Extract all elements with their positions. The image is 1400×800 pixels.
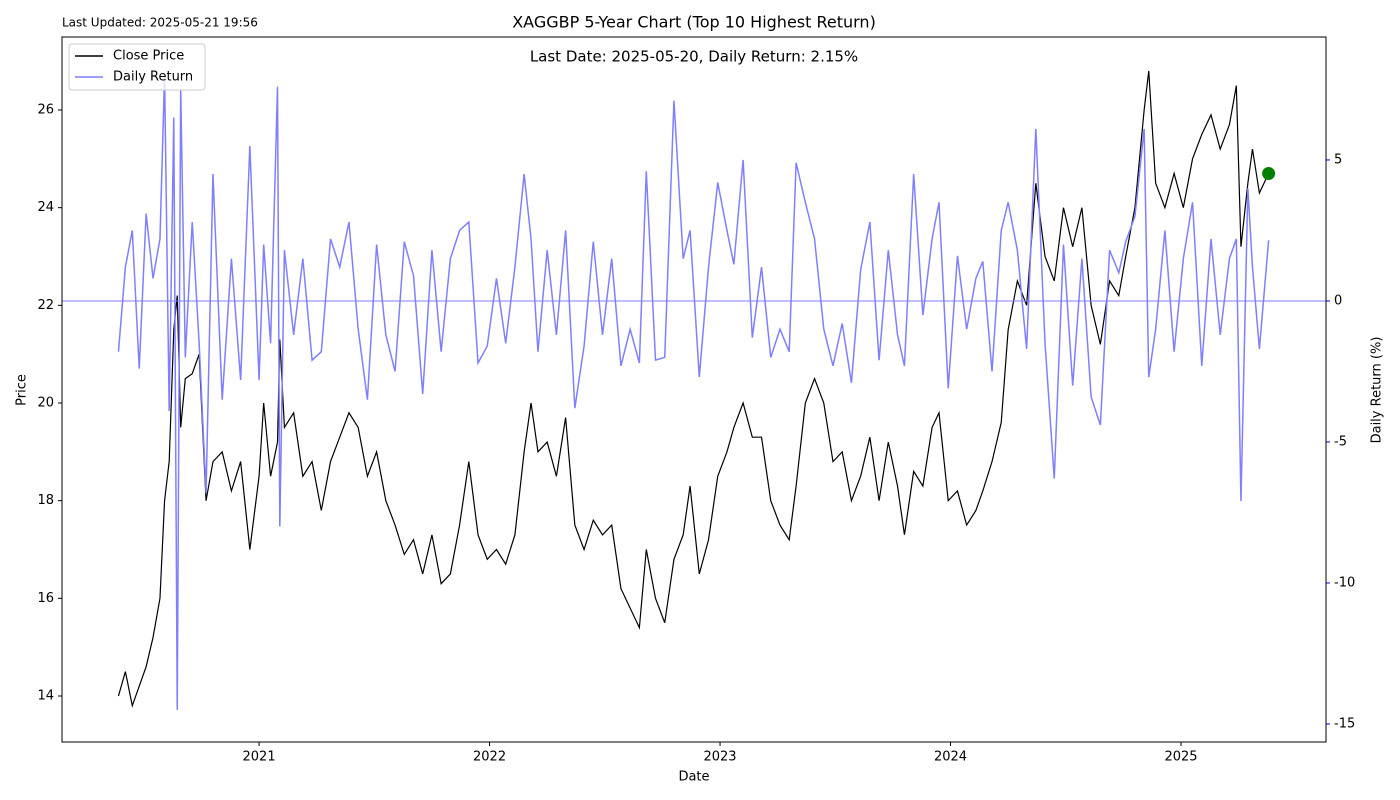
y2-tick-label: 0 <box>1334 293 1342 308</box>
x-tick-label: 2025 <box>1164 750 1197 765</box>
x-tick-label: 2023 <box>703 750 736 765</box>
y-axis-label: Price <box>15 374 30 406</box>
y-tick-label: 26 <box>37 103 54 118</box>
y2-tick-label: -5 <box>1334 434 1347 449</box>
y-tick-label: 22 <box>37 298 54 313</box>
x-tick-label: 2022 <box>473 750 506 765</box>
legend-label: Daily Return <box>113 70 193 85</box>
y2-axis-label: Daily Return (%) <box>1370 337 1385 444</box>
y-tick-label: 20 <box>37 396 54 411</box>
series-line <box>117 70 1270 709</box>
plot-frame <box>61 36 1327 743</box>
y-tick-label: 16 <box>37 591 54 606</box>
chart-title: XAGGBP 5-Year Chart (Top 10 Highest Retu… <box>512 13 876 32</box>
x-tick-label: 2021 <box>243 750 276 765</box>
y2-tick-label: 5 <box>1334 152 1342 167</box>
y2-tick-label: -10 <box>1334 575 1355 590</box>
chart-subtitle: Last Date: 2025-05-20, Daily Return: 2.1… <box>530 48 858 66</box>
y-tick-label: 14 <box>37 688 54 703</box>
y2-tick-label: -15 <box>1334 716 1355 731</box>
y-tick-label: 24 <box>37 200 54 215</box>
legend-label: Close Price <box>113 49 184 64</box>
last-point <box>1262 166 1276 180</box>
series-line <box>117 75 1270 710</box>
annotation: Last Updated: 2025-05-21 19:56 <box>62 16 258 30</box>
x-tick-label: 2024 <box>934 750 967 765</box>
y-tick-label: 18 <box>37 493 54 508</box>
x-axis-label: Date <box>678 770 709 785</box>
